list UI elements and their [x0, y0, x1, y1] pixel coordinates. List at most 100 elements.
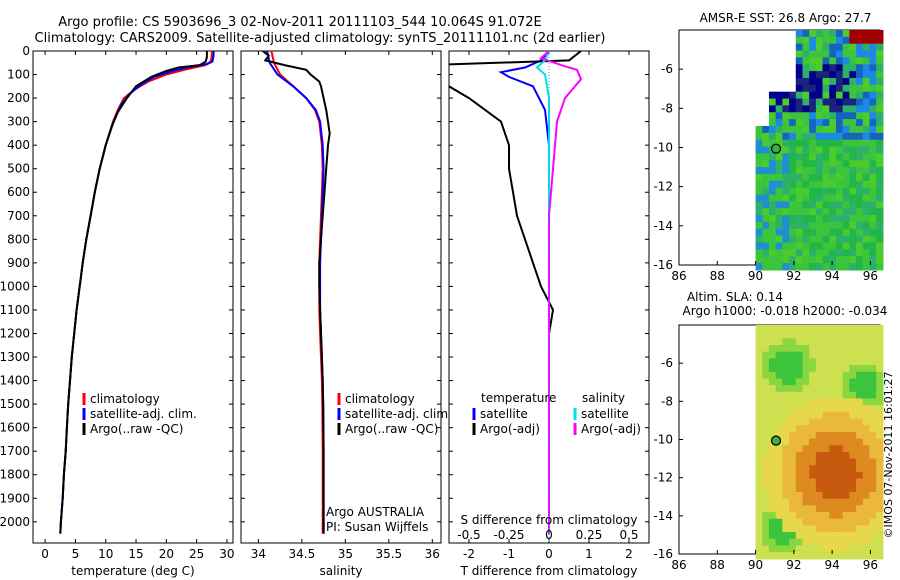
sla_map-cell — [835, 365, 844, 373]
sla_map-cell — [775, 418, 783, 426]
sst_map-cell — [842, 263, 850, 271]
sst_map-cell — [795, 119, 804, 127]
sst_map-cell — [815, 208, 824, 216]
sst_map-cell — [822, 91, 830, 100]
sst_map-cell — [795, 43, 804, 52]
sla_map-cell — [782, 491, 790, 500]
temperature-xtick-label: 20 — [159, 547, 174, 561]
sst_map-cell — [789, 242, 797, 250]
sst_map-cell — [835, 84, 844, 93]
sla_map-cell — [869, 331, 877, 339]
sla_map-cell — [856, 491, 864, 500]
sla_map-cell — [856, 338, 864, 346]
sla_map-cell — [809, 425, 817, 433]
sst_map-cell — [809, 146, 817, 154]
sst_map-cell — [856, 173, 864, 182]
sla_map-cell — [862, 552, 871, 560]
sst_map-cell — [856, 132, 864, 141]
sst_map-cell — [809, 173, 817, 182]
sla_map-cell — [829, 365, 837, 373]
series-line-argo-raw-qc- — [262, 51, 331, 534]
sst_map-cell — [795, 215, 804, 223]
sla_map-cell — [862, 385, 871, 393]
sst_map-cell — [835, 235, 844, 244]
sst_map-cell — [809, 77, 817, 86]
sst_map-cell — [795, 173, 804, 182]
sla_map-cell — [869, 445, 877, 453]
legend-label: Argo(-adj) — [581, 422, 641, 436]
sla_map-cell — [755, 438, 763, 446]
sst_map-cell — [768, 221, 777, 230]
sla_map-cell — [856, 405, 864, 413]
sla_map-cell — [755, 358, 763, 366]
sla_map-cell — [829, 378, 837, 386]
sla_map-cell — [795, 378, 804, 386]
sst_map-cell — [856, 242, 864, 250]
sla_map-cell — [822, 525, 830, 533]
legend-label: Argo(..raw -QC) — [345, 422, 438, 436]
sst_map-cell — [762, 139, 770, 148]
sla_map-cell — [849, 358, 857, 366]
sla_map-cell — [815, 498, 824, 506]
sst_map-cell — [856, 119, 864, 127]
sst_map-cell — [775, 263, 783, 271]
sla_map-cell — [829, 391, 837, 400]
sst_map-cell — [822, 146, 830, 154]
sla_map-cell — [775, 378, 783, 386]
sst_map-cell — [815, 263, 824, 271]
sla_map-cell — [862, 431, 871, 440]
sla_map-cell — [862, 538, 871, 547]
sla_map-cell — [795, 331, 804, 339]
sst_map-cell — [782, 132, 790, 141]
sla_map-cell — [782, 331, 790, 339]
sst_map-cell — [789, 173, 797, 182]
sla_map-cell — [789, 458, 797, 466]
sst_map-cell — [789, 153, 797, 161]
sla_map-cell — [842, 385, 850, 393]
sla_map-cell — [835, 538, 844, 547]
sst_map-cell — [789, 263, 797, 271]
sla_map-cell — [755, 532, 763, 540]
sst_map-cell — [822, 194, 830, 202]
sla_map-cell — [842, 351, 850, 359]
sst_map-cell — [775, 105, 783, 113]
sst_map-cell — [809, 119, 817, 127]
sst_map-cell — [795, 77, 804, 86]
sst_map-cell — [802, 105, 810, 113]
sla_map-cell — [762, 471, 770, 480]
temperature-ytick-label: 900 — [7, 256, 30, 270]
sst_map-cell — [842, 84, 850, 93]
sst_map-cell — [809, 187, 817, 196]
sst_map-cell — [795, 64, 804, 72]
sst_map-cell — [829, 77, 837, 86]
sst_map-cell — [835, 201, 844, 209]
sla_map-cell — [782, 458, 790, 466]
sla_map-cell — [809, 418, 817, 426]
sst_map-cell — [842, 57, 850, 65]
sla-subtitle: Argo h1000: -0.018 h2000: -0.034 — [683, 304, 888, 318]
sla_map-cell — [775, 345, 783, 353]
sst_map-cell — [802, 146, 810, 154]
sst_map-cell — [835, 125, 844, 134]
sla_map-cell — [809, 438, 817, 446]
sst_map-cell — [835, 167, 844, 175]
s-tick-label: -0.5 — [457, 528, 480, 542]
sla_map-cell — [849, 325, 857, 333]
sla_map-cell — [789, 471, 797, 480]
sst_map-cell — [829, 167, 837, 175]
sst_map-cell — [822, 256, 830, 264]
differences-xtick-label: -2 — [463, 547, 475, 561]
sst_map-cell — [849, 36, 857, 45]
sla_map-cell — [775, 325, 783, 333]
temperature-ytick-label: 2000 — [0, 515, 30, 529]
sla_map-cell — [768, 505, 777, 513]
sst_map-cell — [815, 125, 824, 134]
sla_map-cell — [775, 471, 783, 480]
sst_map-cell — [869, 160, 877, 168]
sst_map-cell — [802, 194, 810, 202]
sla_map-cell — [876, 538, 884, 547]
sla_map-cell — [829, 398, 837, 406]
sst_map-cell — [762, 173, 770, 182]
sst_map-cell — [829, 153, 837, 161]
sla_map-cell — [842, 545, 850, 553]
